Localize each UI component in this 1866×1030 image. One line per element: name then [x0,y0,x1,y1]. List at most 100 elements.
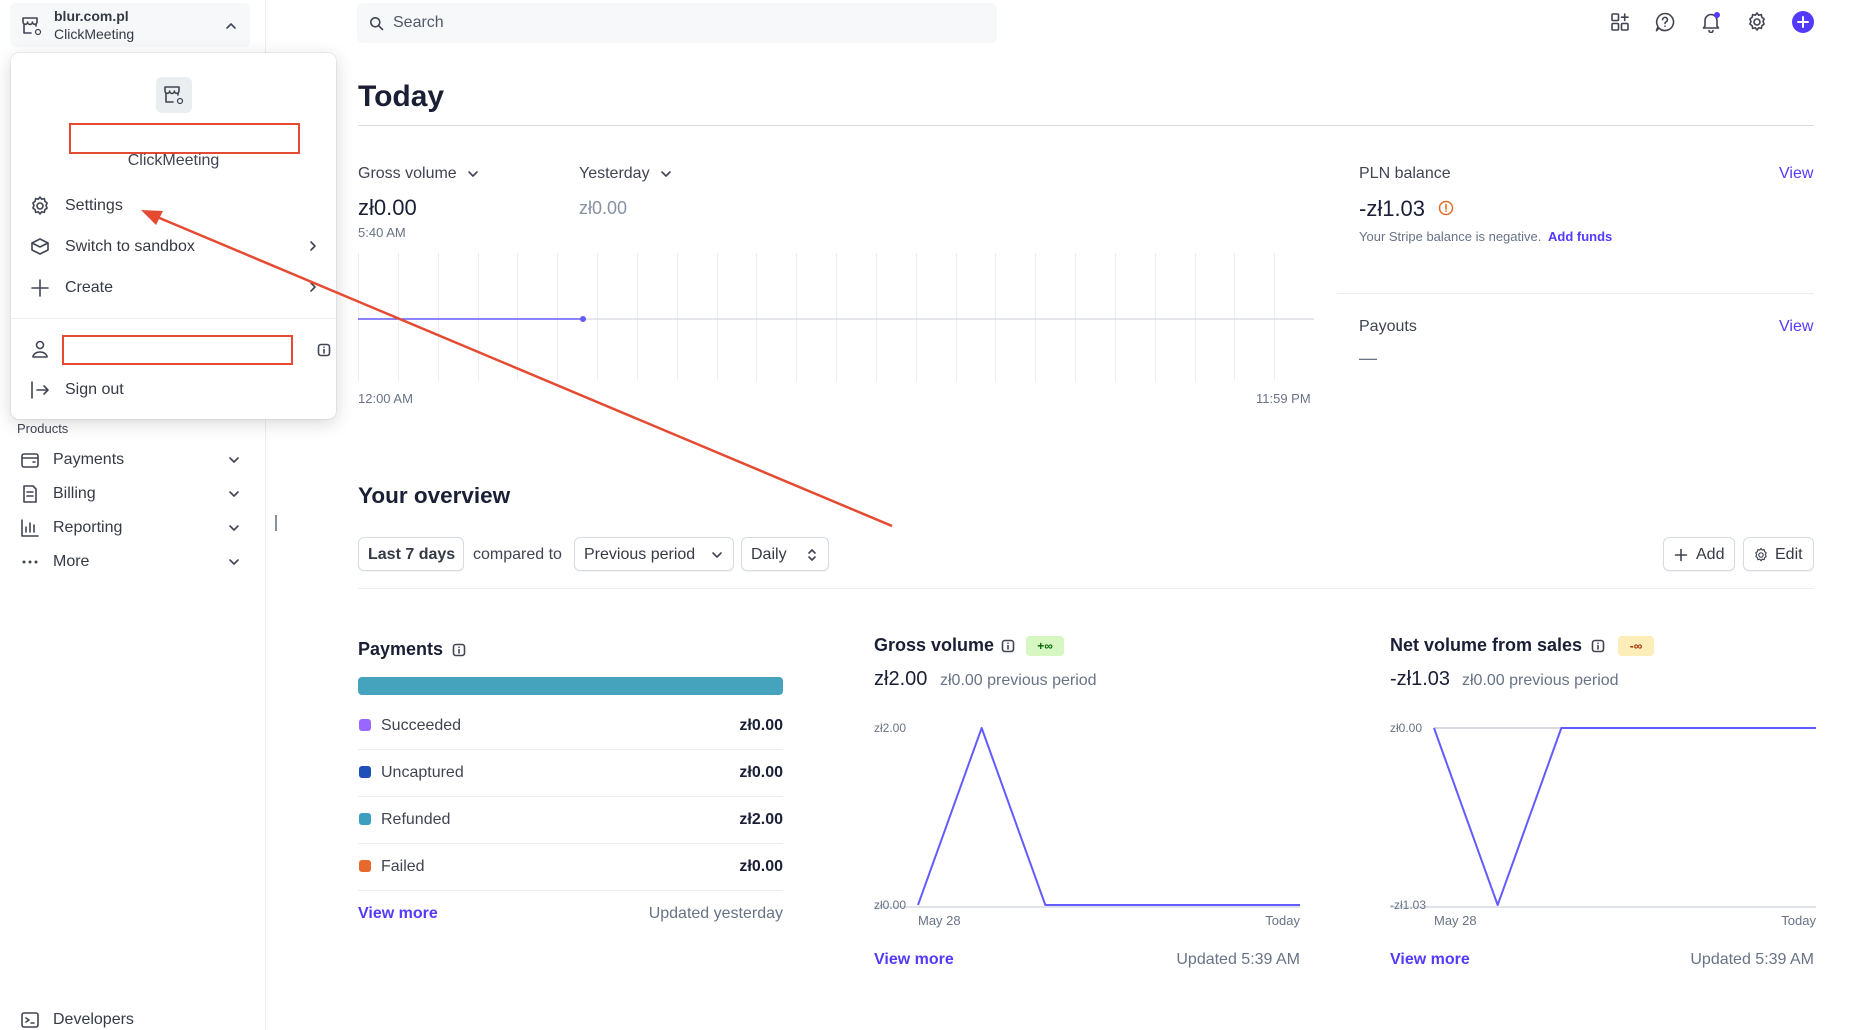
payments-row-succeeded: Succeeded zł0.00 [358,703,783,750]
gross-volume-label: Gross volume [358,165,457,182]
gross-updated: Updated 5:39 AM [1176,951,1300,968]
chevron-up-down-icon [808,549,816,561]
compared-to-label: compared to [473,546,562,563]
chevron-down-icon [468,171,478,177]
page-title: Today [358,80,445,113]
search-bar[interactable] [357,3,997,43]
menu-item-user-profile[interactable] [29,334,331,365]
menu-item-settings[interactable]: Settings [29,191,319,221]
resize-handle[interactable] [275,515,277,531]
compare-period-select[interactable]: Previous period [574,537,734,571]
payments-row-label: Refunded [381,811,451,828]
today-chart [358,253,1314,381]
sidebar-item-label: Developers [53,1011,134,1028]
chevron-down-icon [712,552,722,558]
divider [1337,293,1814,294]
terminal-icon [21,1012,39,1028]
info-icon[interactable] [317,343,331,357]
comparison-selector[interactable]: Yesterday [579,165,672,187]
payments-row-label: Uncaptured [381,764,464,781]
add-widget-button[interactable]: Add [1663,537,1735,571]
sidebar-item-reporting[interactable]: Reporting [18,514,244,542]
account-avatar [156,77,192,113]
add-funds-link[interactable]: Add funds [1548,229,1613,244]
payouts-view-link[interactable]: View [1779,318,1814,335]
menu-item-label: Create [65,279,114,296]
gross-volume-selector[interactable]: Gross volume [358,165,479,187]
yesterday-label: Yesterday [579,165,650,182]
store-icon [164,86,184,105]
net-updated: Updated 5:39 AM [1690,951,1814,968]
sidebar-item-developers[interactable]: Developers [18,1006,244,1030]
cube-icon [31,238,49,255]
date-range-button[interactable]: Last 7 days [358,537,464,571]
account-menu-popover: ClickMeeting Settings Switch to sandbox … [11,53,336,419]
net-view-more-link[interactable]: View more [1390,951,1470,968]
payments-row-value: zł0.00 [739,858,783,875]
warning-icon[interactable] [1438,200,1454,216]
gross-card-title: Gross volume [874,635,995,655]
info-icon[interactable] [1591,639,1605,653]
balance-note-text: Your Stripe balance is negative. [1359,229,1542,244]
x-tick-label: Today [1781,913,1816,928]
today-axis-start: 12:00 AM [358,391,413,406]
products-section-label: Products [17,421,69,436]
info-icon[interactable] [452,643,466,657]
y-tick-label: zł0.00 [1390,721,1422,735]
menu-item-label: Sign out [65,381,124,398]
info-icon[interactable] [1001,639,1015,653]
gross-view-more-link[interactable]: View more [874,951,954,968]
series-line [1433,727,1816,906]
chevron-down-icon [229,491,239,497]
gross-card-previous: zł0.00 previous period [940,672,1097,689]
date-range-label: Last 7 days [368,546,456,563]
net-card-previous: zł0.00 previous period [1462,672,1619,689]
chevron-up-icon [226,23,236,29]
menu-item-sign-out[interactable]: Sign out [29,375,319,405]
notification-bell-icon[interactable] [1700,11,1722,33]
net-volume-chart: zł0.00 -zł1.03 May 28 Today [1390,721,1816,928]
chevron-down-icon [229,559,239,565]
menu-item-create[interactable]: Create [29,273,319,303]
net-change-badge: -∞ [1618,636,1654,656]
payments-updated: Updated yesterday [648,905,783,922]
gear-icon [1755,547,1767,562]
sidebar-item-billing[interactable]: Billing [18,480,244,508]
apps-icon[interactable] [1609,11,1631,33]
chevron-down-icon [229,457,239,463]
bar-chart-icon [21,519,39,537]
menu-item-switch-to-sandbox[interactable]: Switch to sandbox [29,232,319,262]
sidebar-item-more[interactable]: More [18,548,244,576]
menu-divider [11,318,336,319]
sidebar-item-label: Payments [53,451,125,468]
plus-icon [1674,548,1688,562]
create-plus-icon[interactable] [1792,11,1814,33]
balance-view-link[interactable]: View [1779,165,1814,182]
payments-view-more-link[interactable]: View more [358,905,438,922]
payouts-label: Payouts [1359,318,1417,335]
x-tick-label: May 28 [1434,913,1477,928]
pln-balance-value: -zł1.03 [1359,196,1426,221]
account-switcher[interactable]: blur.com.pl ClickMeeting [10,3,250,47]
balance-note: Your Stripe balance is negative. Add fun… [1359,229,1612,244]
redacted-user-email [62,335,293,365]
y-tick-label: zł2.00 [874,721,906,735]
wallet-icon [21,453,39,468]
help-icon[interactable] [1654,11,1676,33]
search-input[interactable] [393,3,983,43]
more-icon [22,560,38,564]
settings-gear-icon[interactable] [1746,11,1768,33]
chevron-down-icon [660,171,671,177]
payments-row-value: zł0.00 [739,717,783,734]
sidebar-item-label: Billing [53,485,96,502]
payments-row-failed: Failed zł0.00 [358,844,783,891]
account-name: blur.com.pl [54,8,129,24]
popover-account-subtitle: ClickMeeting [127,152,220,169]
edit-overview-button[interactable]: Edit [1743,537,1814,571]
payments-row-value: zł0.00 [739,764,783,781]
billing-icon [23,485,37,503]
interval-select[interactable]: Daily [741,537,829,571]
gross-change-badge: +∞ [1026,636,1064,656]
gross-volume-time: 5:40 AM [358,225,406,240]
sidebar-item-payments[interactable]: Payments [18,446,244,474]
